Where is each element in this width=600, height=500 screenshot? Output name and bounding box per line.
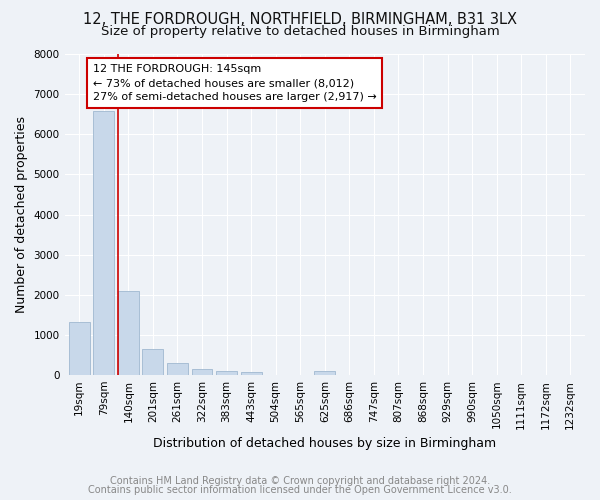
Bar	[216, 371, 237, 375]
Bar	[69, 322, 90, 375]
Text: Contains public sector information licensed under the Open Government Licence v3: Contains public sector information licen…	[88, 485, 512, 495]
Text: Contains HM Land Registry data © Crown copyright and database right 2024.: Contains HM Land Registry data © Crown c…	[110, 476, 490, 486]
Text: Size of property relative to detached houses in Birmingham: Size of property relative to detached ho…	[101, 25, 499, 38]
Bar	[167, 363, 188, 375]
Bar	[142, 349, 163, 375]
Y-axis label: Number of detached properties: Number of detached properties	[15, 116, 28, 313]
Text: 12, THE FORDROUGH, NORTHFIELD, BIRMINGHAM, B31 3LX: 12, THE FORDROUGH, NORTHFIELD, BIRMINGHA…	[83, 12, 517, 28]
Bar	[314, 370, 335, 375]
Bar	[241, 372, 262, 375]
Bar	[191, 370, 212, 375]
Bar	[94, 111, 114, 375]
X-axis label: Distribution of detached houses by size in Birmingham: Distribution of detached houses by size …	[153, 437, 496, 450]
Text: 12 THE FORDROUGH: 145sqm
← 73% of detached houses are smaller (8,012)
27% of sem: 12 THE FORDROUGH: 145sqm ← 73% of detach…	[93, 64, 377, 102]
Bar	[118, 291, 139, 375]
